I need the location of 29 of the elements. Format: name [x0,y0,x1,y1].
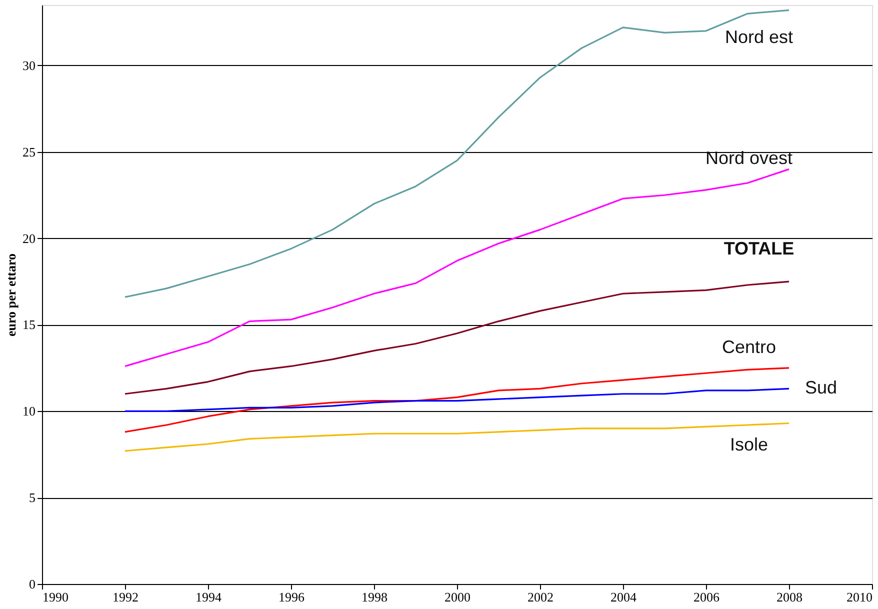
y-tick-label: 30 [22,58,36,73]
y-tick-label: 15 [22,317,36,332]
series-label: Centro [722,336,776,357]
x-tick-label: 2000 [444,590,470,604]
series-label: Nord est [724,27,794,48]
x-tick-label: 2006 [694,590,720,604]
y-tick-label: 25 [22,144,36,160]
x-tick-label: 1996 [278,590,305,604]
x-tick-label: 1990 [42,590,68,604]
line-series [124,280,790,395]
y-tick-label: 10 [22,404,36,419]
x-tick-label: 2002 [528,590,554,604]
series-label: TOTALE [724,238,794,259]
series-label: Sud [804,378,838,398]
y-axis-title: euro per ettaro [4,253,18,337]
x-tick-label: 1992 [112,590,138,604]
y-tick-label: 20 [22,230,36,246]
line-series [124,388,790,412]
x-tick-label: 2008 [776,590,802,604]
y-tick-label: 5 [29,490,36,506]
line-series [124,367,790,433]
line-series [124,422,790,452]
x-tick-label: 2004 [610,590,637,604]
x-tick-label: 1998 [362,590,388,604]
series-label: Isole [730,434,768,454]
x-tick-label: 1994 [196,590,222,604]
series-label: Nord ovest [705,148,793,168]
x-tick-label: 2010 [846,590,872,604]
y-tick-label: 0 [29,576,36,592]
